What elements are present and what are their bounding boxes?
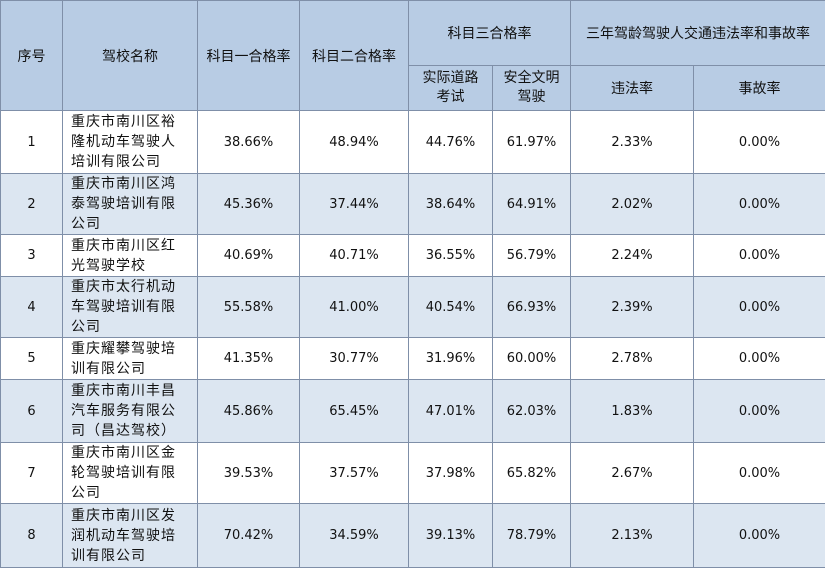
table-cell: 1.83% bbox=[571, 380, 694, 443]
table-cell: 39.13% bbox=[409, 504, 493, 568]
table-cell: 37.44% bbox=[300, 174, 409, 235]
table-cell: 41.00% bbox=[300, 277, 409, 338]
table-cell: 0.00% bbox=[694, 380, 825, 443]
table-cell: 70.42% bbox=[198, 504, 300, 568]
table-cell: 78.79% bbox=[493, 504, 571, 568]
table-cell: 66.93% bbox=[493, 277, 571, 338]
school-name: 重庆市南川丰昌汽车服务有限公司（昌达驾校） bbox=[63, 380, 198, 443]
table-cell: 0.00% bbox=[694, 111, 825, 174]
table-cell: 2 bbox=[1, 174, 63, 235]
header-cell: 驾校名称 bbox=[63, 1, 198, 111]
school-name: 重庆耀攀驾驶培训有限公司 bbox=[63, 338, 198, 380]
table-cell: 65.82% bbox=[493, 443, 571, 504]
table-cell: 7 bbox=[1, 443, 63, 504]
table-cell: 45.86% bbox=[198, 380, 300, 443]
header-cell: 实际道路考试 bbox=[409, 66, 493, 111]
table-cell: 2.39% bbox=[571, 277, 694, 338]
table-cell: 48.94% bbox=[300, 111, 409, 174]
table-cell: 2.67% bbox=[571, 443, 694, 504]
school-name: 重庆市南川区红光驾驶学校 bbox=[63, 235, 198, 277]
table-cell: 3 bbox=[1, 235, 63, 277]
table-cell: 0.00% bbox=[694, 338, 825, 380]
table-cell: 6 bbox=[1, 380, 63, 443]
table-cell: 60.00% bbox=[493, 338, 571, 380]
table-cell: 0.00% bbox=[694, 504, 825, 568]
table-cell: 36.55% bbox=[409, 235, 493, 277]
table-cell: 2.13% bbox=[571, 504, 694, 568]
table-cell: 5 bbox=[1, 338, 63, 380]
table-cell: 2.33% bbox=[571, 111, 694, 174]
table-cell: 2.78% bbox=[571, 338, 694, 380]
table-cell: 45.36% bbox=[198, 174, 300, 235]
table-cell: 41.35% bbox=[198, 338, 300, 380]
table-cell: 65.45% bbox=[300, 380, 409, 443]
table-cell: 61.97% bbox=[493, 111, 571, 174]
school-name: 重庆市太行机动车驾驶培训有限公司 bbox=[63, 277, 198, 338]
table-cell: 38.66% bbox=[198, 111, 300, 174]
table-cell: 34.59% bbox=[300, 504, 409, 568]
table-cell: 0.00% bbox=[694, 235, 825, 277]
table-cell: 2.02% bbox=[571, 174, 694, 235]
school-name: 重庆市南川区裕隆机动车驾驶人培训有限公司 bbox=[63, 111, 198, 174]
table-cell: 62.03% bbox=[493, 380, 571, 443]
table-cell: 4 bbox=[1, 277, 63, 338]
school-name: 重庆市南川区鸿泰驾驶培训有限公司 bbox=[63, 174, 198, 235]
header-cell: 事故率 bbox=[694, 66, 825, 111]
table-cell: 0.00% bbox=[694, 443, 825, 504]
table-cell: 1 bbox=[1, 111, 63, 174]
table-cell: 40.69% bbox=[198, 235, 300, 277]
header-cell: 科目三合格率 bbox=[409, 1, 571, 66]
table-cell: 30.77% bbox=[300, 338, 409, 380]
table-cell: 31.96% bbox=[409, 338, 493, 380]
header-cell: 三年驾龄驾驶人交通违法率和事故率 bbox=[571, 1, 825, 66]
table-cell: 55.58% bbox=[198, 277, 300, 338]
table-cell: 0.00% bbox=[694, 277, 825, 338]
header-cell: 违法率 bbox=[571, 66, 694, 111]
table-cell: 47.01% bbox=[409, 380, 493, 443]
table-cell: 8 bbox=[1, 504, 63, 568]
table-cell: 37.57% bbox=[300, 443, 409, 504]
school-name: 重庆市南川区发润机动车驾驶培训有限公司 bbox=[63, 504, 198, 568]
table-cell: 40.71% bbox=[300, 235, 409, 277]
table-cell: 0.00% bbox=[694, 174, 825, 235]
table-cell: 64.91% bbox=[493, 174, 571, 235]
header-cell: 序号 bbox=[1, 1, 63, 111]
table-cell: 44.76% bbox=[409, 111, 493, 174]
table-cell: 2.24% bbox=[571, 235, 694, 277]
table-cell: 38.64% bbox=[409, 174, 493, 235]
header-cell: 科目二合格率 bbox=[300, 1, 409, 111]
table-cell: 40.54% bbox=[409, 277, 493, 338]
school-name: 重庆市南川区金轮驾驶培训有限公司 bbox=[63, 443, 198, 504]
header-cell: 安全文明驾驶 bbox=[493, 66, 571, 111]
table-cell: 56.79% bbox=[493, 235, 571, 277]
table-cell: 37.98% bbox=[409, 443, 493, 504]
page: {"table": { "header": {"no": "序号", "name… bbox=[0, 0, 825, 513]
table-header: 序号 驾校名称 科目一合格率 科目二合格率 科目三合格率 三年驾龄驾驶人交通违法… bbox=[1, 1, 825, 111]
header-cell: 科目一合格率 bbox=[198, 1, 300, 111]
table-cell: 39.53% bbox=[198, 443, 300, 504]
